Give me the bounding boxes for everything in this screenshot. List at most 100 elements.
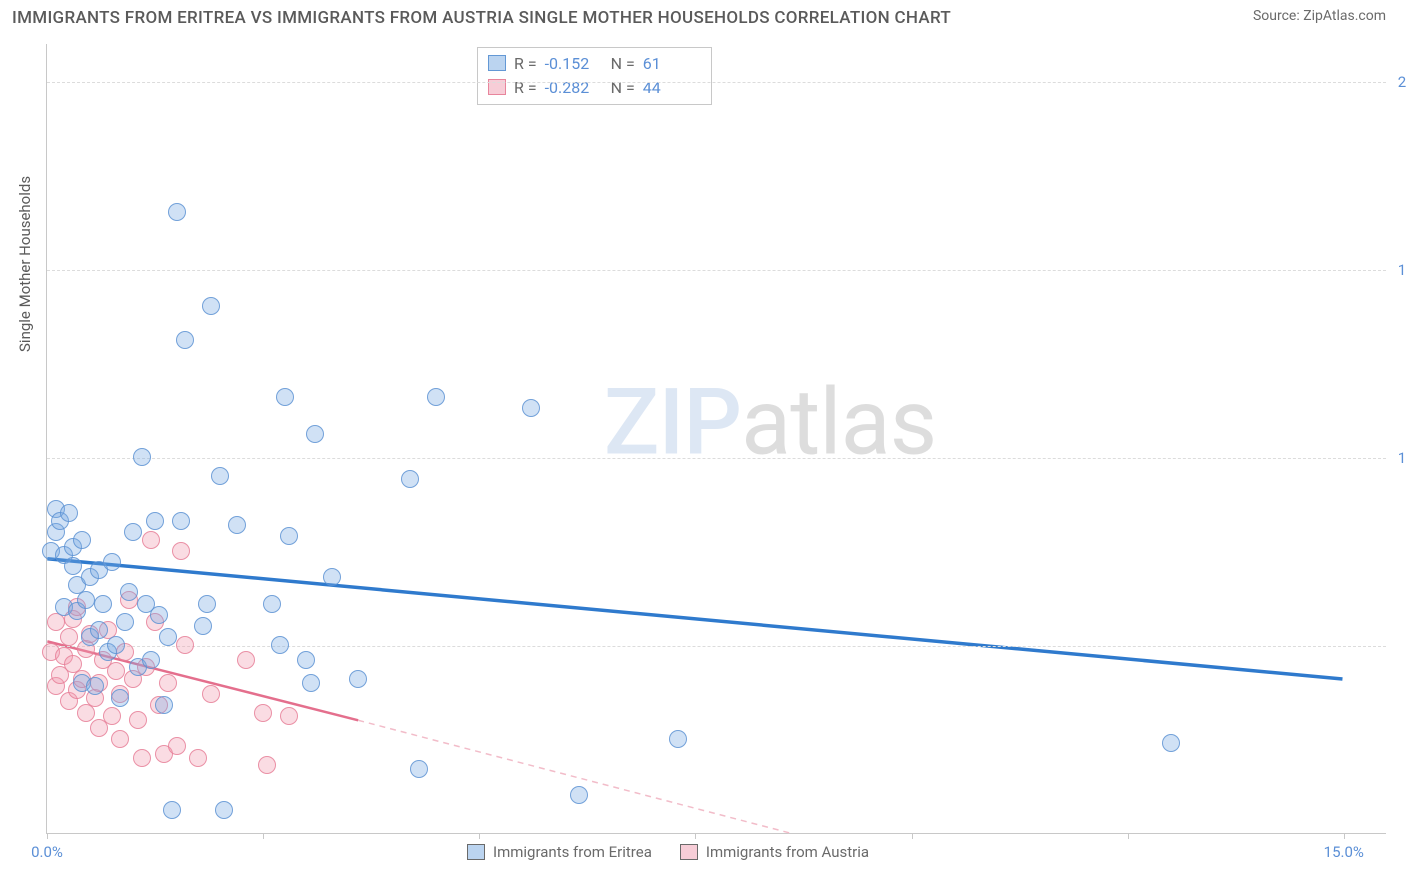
stats-row-series2: R = -0.282 N = 44 <box>488 75 701 99</box>
r-label: R = <box>514 78 537 97</box>
chart-header: IMMIGRANTS FROM ERITREA VS IMMIGRANTS FR… <box>0 0 1406 32</box>
data-point-series1 <box>302 674 320 692</box>
data-point-series1 <box>107 636 125 654</box>
x-tick <box>263 833 264 839</box>
data-point-series2 <box>159 674 177 692</box>
data-point-series1 <box>570 786 588 804</box>
data-point-series1 <box>73 531 91 549</box>
data-point-series2 <box>176 636 194 654</box>
series1-legend-swatch-icon <box>467 844 485 860</box>
data-point-series2 <box>103 707 121 725</box>
legend: Immigrants from Eritrea Immigrants from … <box>467 843 869 861</box>
watermark-zip: ZIP <box>604 369 741 476</box>
data-point-series1 <box>215 801 233 819</box>
data-point-series1 <box>94 595 112 613</box>
r-label: R = <box>514 54 537 73</box>
data-point-series1 <box>410 760 428 778</box>
gridline <box>47 458 1386 459</box>
data-point-series1 <box>194 617 212 635</box>
data-point-series2 <box>133 749 151 767</box>
data-point-series1 <box>427 388 445 406</box>
data-point-series1 <box>172 512 190 530</box>
data-point-series1 <box>280 527 298 545</box>
data-point-series1 <box>60 504 78 522</box>
data-point-series2 <box>189 749 207 767</box>
data-point-series2 <box>60 628 78 646</box>
data-point-series1 <box>522 399 540 417</box>
legend-label-series2: Immigrants from Austria <box>706 843 869 861</box>
trend-lines <box>47 44 1386 833</box>
x-tick-label: 15.0% <box>1324 843 1364 861</box>
data-point-series1 <box>306 425 324 443</box>
n-value-series1: 61 <box>643 54 701 73</box>
data-point-series2 <box>202 685 220 703</box>
data-point-series1 <box>133 448 151 466</box>
legend-item-series2: Immigrants from Austria <box>680 843 869 861</box>
n-label: N = <box>611 78 635 97</box>
data-point-series2 <box>280 707 298 725</box>
data-point-series1 <box>77 591 95 609</box>
data-point-series1 <box>401 470 419 488</box>
data-point-series1 <box>211 467 229 485</box>
data-point-series1 <box>86 677 104 695</box>
gridline <box>47 82 1386 83</box>
y-tick-label: 20.0% <box>1398 73 1406 91</box>
data-point-series2 <box>258 756 276 774</box>
data-point-series1 <box>90 621 108 639</box>
data-point-series2 <box>142 531 160 549</box>
data-point-series1 <box>124 523 142 541</box>
gridline <box>47 270 1386 271</box>
data-point-series1 <box>276 388 294 406</box>
r-value-series2: -0.282 <box>545 78 603 97</box>
scatter-chart: ZIPatlas R = -0.152 N = 61 R = -0.282 N … <box>46 44 1386 834</box>
legend-item-series1: Immigrants from Eritrea <box>467 843 652 861</box>
data-point-series1 <box>202 297 220 315</box>
data-point-series1 <box>297 651 315 669</box>
data-point-series1 <box>103 553 121 571</box>
gridline <box>47 646 1386 647</box>
watermark: ZIPatlas <box>604 369 936 476</box>
x-tick <box>695 833 696 839</box>
stats-row-series1: R = -0.152 N = 61 <box>488 51 701 75</box>
data-point-series1 <box>150 606 168 624</box>
x-tick <box>912 833 913 839</box>
data-point-series1 <box>1162 734 1180 752</box>
y-axis-title: Single Mother Households <box>16 176 34 352</box>
data-point-series1 <box>116 613 134 631</box>
correlation-stats-box: R = -0.152 N = 61 R = -0.282 N = 44 <box>477 47 712 105</box>
data-point-series1 <box>176 331 194 349</box>
data-point-series2 <box>254 704 272 722</box>
y-tick-label: 10.0% <box>1398 449 1406 467</box>
x-tick-label: 0.0% <box>31 843 63 861</box>
data-point-series2 <box>172 542 190 560</box>
n-value-series2: 44 <box>643 78 701 97</box>
data-point-series2 <box>129 711 147 729</box>
series1-swatch-icon <box>488 55 506 71</box>
watermark-atlas: atlas <box>741 369 936 476</box>
data-point-series1 <box>271 636 289 654</box>
data-point-series1 <box>323 568 341 586</box>
data-point-series1 <box>163 801 181 819</box>
data-point-series2 <box>237 651 255 669</box>
data-point-series1 <box>159 628 177 646</box>
data-point-series1 <box>263 595 281 613</box>
y-tick-label: 15.0% <box>1398 261 1406 279</box>
data-point-series1 <box>168 203 186 221</box>
x-tick <box>1344 833 1345 839</box>
n-label: N = <box>611 54 635 73</box>
data-point-series1 <box>111 689 129 707</box>
data-point-series2 <box>107 662 125 680</box>
data-point-series1 <box>64 557 82 575</box>
r-value-series1: -0.152 <box>545 54 603 73</box>
legend-label-series1: Immigrants from Eritrea <box>493 843 652 861</box>
data-point-series1 <box>120 583 138 601</box>
data-point-series2 <box>111 730 129 748</box>
data-point-series1 <box>228 516 246 534</box>
data-point-series1 <box>669 730 687 748</box>
x-tick <box>47 833 48 839</box>
source-attribution: Source: ZipAtlas.com <box>1253 8 1386 24</box>
chart-title: IMMIGRANTS FROM ERITREA VS IMMIGRANTS FR… <box>12 8 951 28</box>
x-tick <box>1128 833 1129 839</box>
x-tick <box>479 833 480 839</box>
data-point-series1 <box>198 595 216 613</box>
